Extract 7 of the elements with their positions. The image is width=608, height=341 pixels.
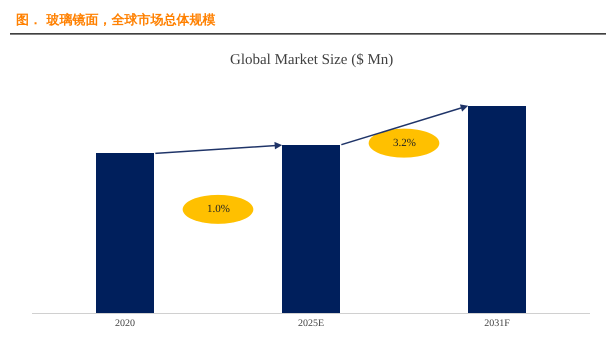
x-tick-label: 2020 [115,318,135,329]
annotation: 3.2% [393,137,416,149]
annotation: 1.0% [207,203,230,215]
x-tick-label: 2025E [298,318,324,329]
x-tick-label: 2031F [484,318,510,329]
chart-title: 图． 玻璃镜面，全球市场总体规模 [16,12,216,28]
chart-subtitle: Global Market Size ($ Mn) [230,52,394,68]
